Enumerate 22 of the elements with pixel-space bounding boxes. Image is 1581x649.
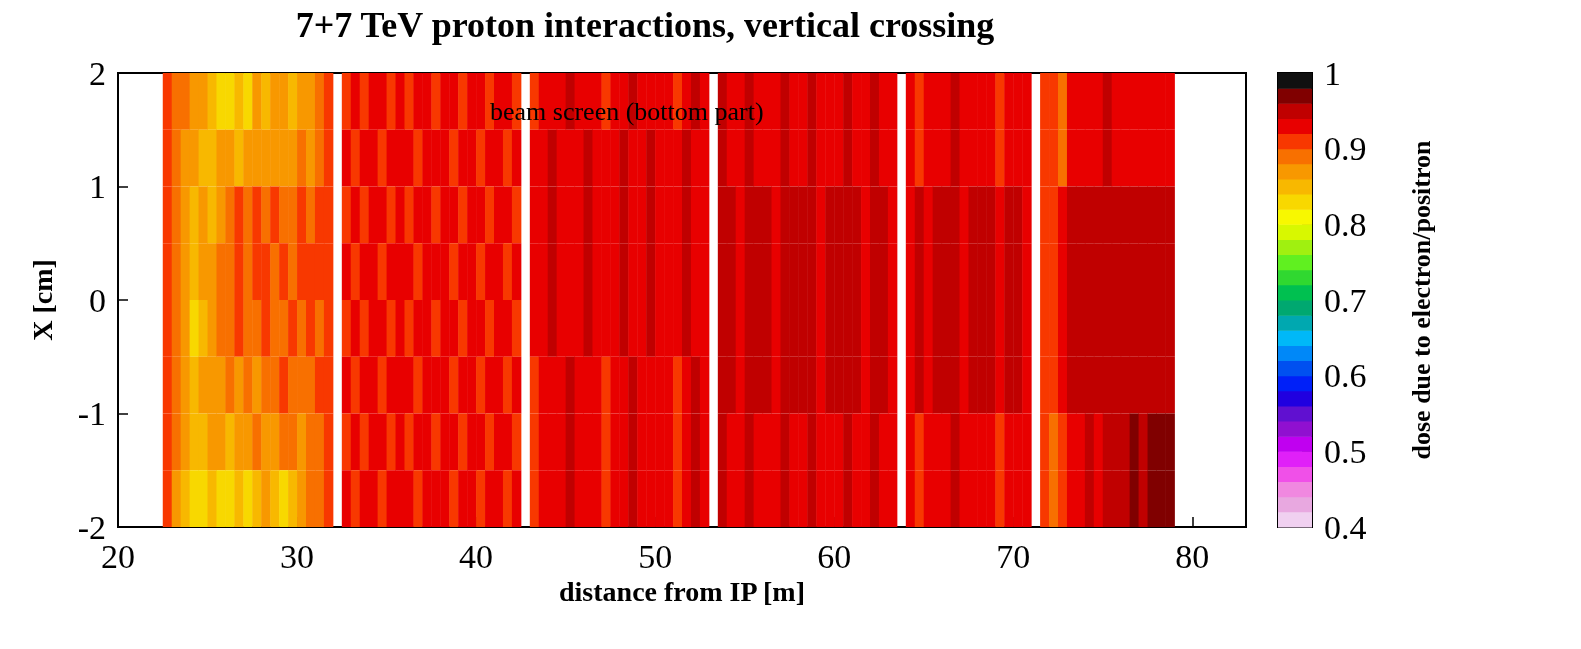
color-bar-label: 0.6 (1324, 357, 1367, 395)
color-bar-title: dose due to electron/positron (1406, 139, 1436, 460)
x-tick-label: 70 (996, 537, 1031, 575)
color-bar-label: 0.4 (1324, 508, 1367, 546)
color-bar-label: 0.7 (1324, 281, 1367, 319)
y-tick-label: -2 (77, 508, 106, 546)
y-tick-label: 2 (89, 54, 106, 92)
color-bar-label: 0.5 (1324, 432, 1367, 470)
color-bar-label: 0.9 (1324, 130, 1367, 168)
color-bar-label: 1 (1324, 54, 1341, 92)
y-tick-label: -1 (77, 395, 106, 432)
y-axis-title: X [cm] (26, 259, 58, 341)
color-bar-label: 0.8 (1324, 205, 1367, 243)
x-tick-label: 30 (280, 537, 315, 575)
x-axis-title: distance from IP [m] (559, 576, 805, 608)
y-tick-label: 0 (89, 281, 106, 319)
x-tick-label: 60 (817, 537, 852, 575)
x-tick-label: 50 (638, 537, 673, 575)
x-tick-label: 80 (1175, 537, 1210, 575)
x-tick-label: 40 (459, 537, 494, 575)
chart-title: 7+7 TeV proton interactions, vertical crossing (295, 5, 995, 45)
y-tick-label: 1 (89, 168, 106, 205)
